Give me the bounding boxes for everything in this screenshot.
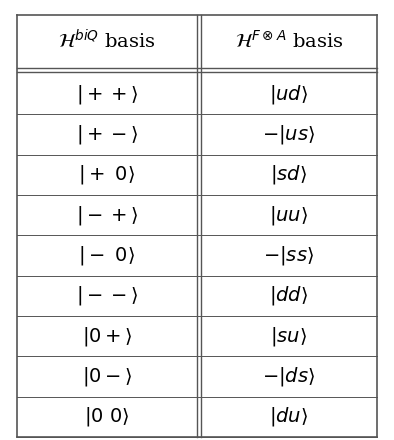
Text: $|dd\rangle$: $|dd\rangle$	[269, 284, 309, 307]
Text: $-|ds\rangle$: $-|ds\rangle$	[262, 365, 316, 388]
Text: $|0 -\rangle$: $|0 -\rangle$	[82, 365, 132, 388]
Text: $|sd\rangle$: $|sd\rangle$	[270, 163, 307, 186]
Text: $|ud\rangle$: $|ud\rangle$	[269, 83, 309, 106]
Text: $|0\ 0\rangle$: $|0\ 0\rangle$	[84, 405, 130, 428]
Text: $| -\ 0\rangle$: $| -\ 0\rangle$	[78, 244, 136, 267]
Text: $|uu\rangle$: $|uu\rangle$	[269, 204, 309, 227]
Text: $| + -\rangle$: $| + -\rangle$	[76, 123, 138, 146]
Text: $\mathcal{H}^{F\otimes A}$ basis: $\mathcal{H}^{F\otimes A}$ basis	[235, 30, 343, 51]
Text: $| - +\rangle$: $| - +\rangle$	[76, 204, 138, 227]
Text: $-|ss\rangle$: $-|ss\rangle$	[264, 244, 314, 267]
Text: $|du\rangle$: $|du\rangle$	[269, 405, 309, 428]
Text: $| - -\rangle$: $| - -\rangle$	[76, 284, 138, 307]
Text: $|0 +\rangle$: $|0 +\rangle$	[82, 325, 132, 348]
Text: $\mathcal{H}^{biQ}$ basis: $\mathcal{H}^{biQ}$ basis	[58, 29, 156, 52]
Text: $| + +\rangle$: $| + +\rangle$	[76, 83, 138, 106]
Text: $-|us\rangle$: $-|us\rangle$	[262, 123, 316, 146]
Text: $|su\rangle$: $|su\rangle$	[270, 325, 307, 348]
Text: $| +\ 0\rangle$: $| +\ 0\rangle$	[78, 163, 136, 186]
